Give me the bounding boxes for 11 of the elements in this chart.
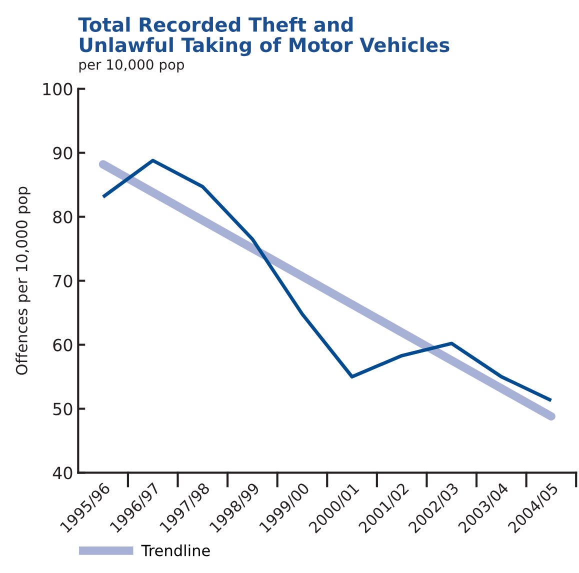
- y-tick-label: 90: [53, 146, 72, 160]
- chart-subtitle: per 10,000 pop: [79, 59, 184, 72]
- y-tick-label: 40: [52, 466, 72, 480]
- y-tick-label: 60: [53, 338, 72, 352]
- y-axis-title: Offences per 10,000 pop: [16, 186, 30, 375]
- y-tick-label: 100: [43, 82, 72, 96]
- y-tick-label: 50: [53, 402, 72, 416]
- legend-label: Trendline: [141, 544, 210, 556]
- chart-title: Total Recorded Theft and Unlawful Taking of Motor Vehicles: [78, 16, 450, 56]
- y-tick-label: 80: [53, 210, 72, 224]
- y-tick-label: 70: [53, 274, 72, 288]
